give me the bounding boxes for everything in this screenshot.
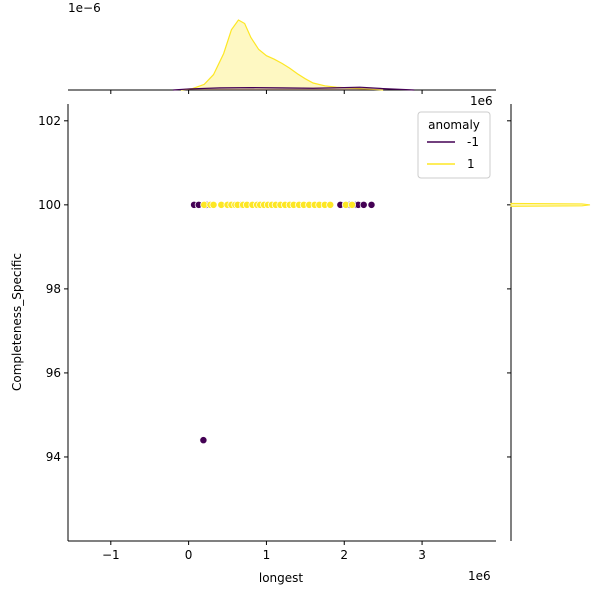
y-tick-label: 102 xyxy=(38,114,61,128)
y-tick-label: 100 xyxy=(38,198,61,212)
legend-box xyxy=(417,111,491,179)
y-tick-label: 96 xyxy=(46,366,61,380)
y-scale-label-right: 1e6 xyxy=(470,94,493,108)
scatter-point-1 xyxy=(348,200,356,209)
x-tick-label: 1 xyxy=(263,548,271,562)
legend-entry-label: -1 xyxy=(467,135,479,149)
x-tick-label: −1 xyxy=(102,548,120,562)
scatter-point-1 xyxy=(209,200,218,209)
x-tick-label: 3 xyxy=(418,548,426,562)
scatter-point--1 xyxy=(367,200,376,209)
legend-entry-label: 1 xyxy=(467,157,475,171)
y-tick-label: 98 xyxy=(46,282,61,296)
density-fill-1 xyxy=(180,20,384,90)
joint-plot xyxy=(190,200,376,445)
marginal-x-plot xyxy=(68,19,496,94)
y-scale-label-top: 1e−6 xyxy=(68,1,101,15)
scatter-point-1 xyxy=(326,200,335,209)
scatter-point--1 xyxy=(359,200,368,209)
density-line-neg1 xyxy=(173,86,415,91)
density-line-y-1 xyxy=(510,202,591,207)
x-tick-label: 2 xyxy=(340,548,348,562)
scatter-point--1 xyxy=(199,436,208,445)
y-axis-label: Completeness_Specific xyxy=(10,253,24,391)
y-tick-label: 94 xyxy=(46,450,61,464)
x-axis-label: longest xyxy=(259,571,304,585)
axes: −1 0 1 2 3 94 96 98 100 102 xyxy=(38,104,496,562)
x-tick-label: 0 xyxy=(185,548,193,562)
legend: anomaly -1 1 xyxy=(417,111,491,179)
legend-title: anomaly xyxy=(428,118,480,132)
x-scale-label: 1e6 xyxy=(468,569,491,583)
marginal-y-plot xyxy=(507,104,591,541)
